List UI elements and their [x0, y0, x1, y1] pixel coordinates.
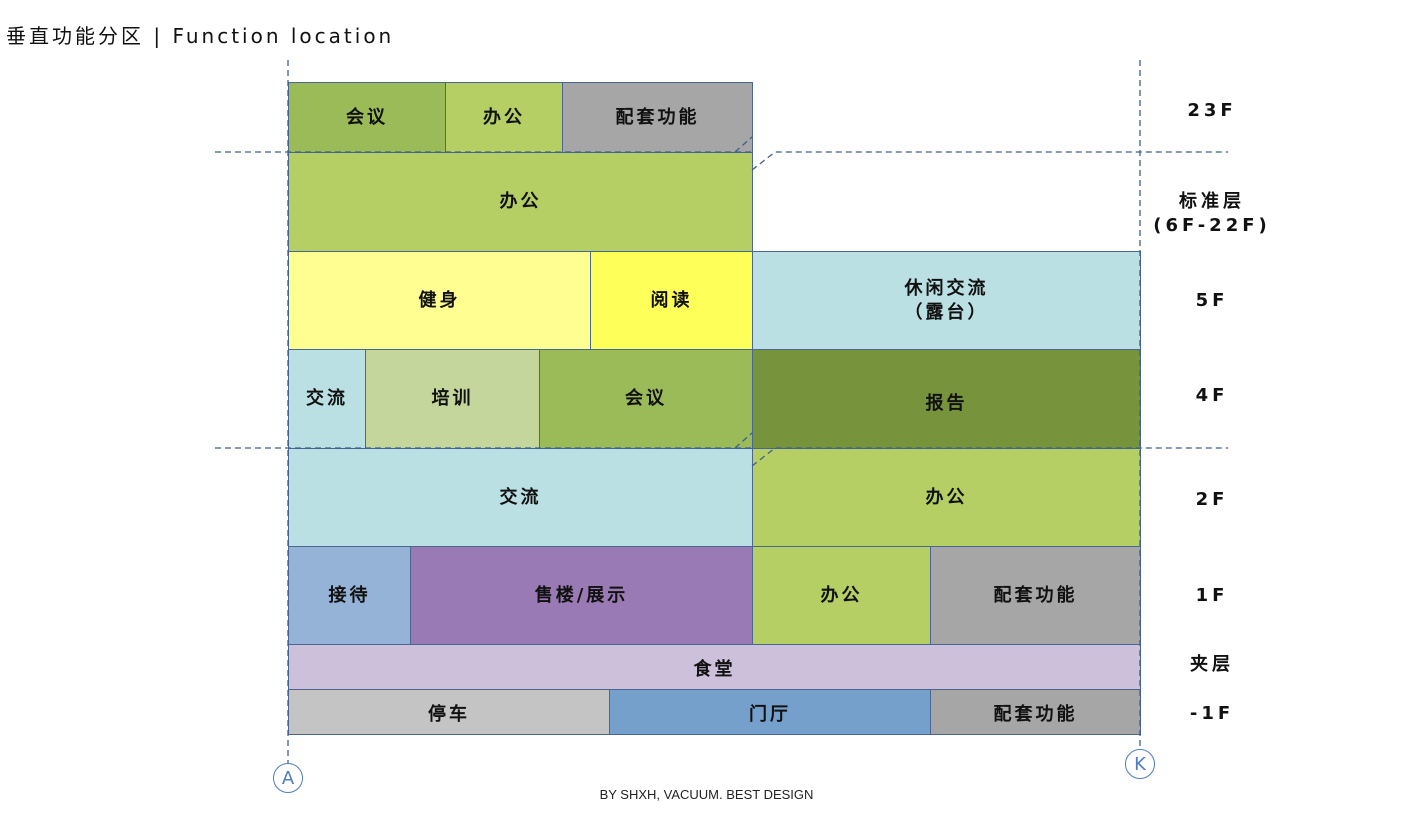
page-title: 垂直功能分区 | Function location [6, 24, 395, 48]
block-5f-gym: 健身 [288, 251, 591, 350]
block-5f-leisure-terrace: 休闲交流 （露台） [752, 251, 1141, 350]
floor-label-5f: 5F [1195, 290, 1229, 311]
section-line-upper-offset [751, 151, 1228, 171]
block-1f-sales-exhibition: 售楼/展示 [410, 546, 753, 645]
floor-label-b1: -1F [1189, 703, 1235, 724]
block-4f-meeting: 会议 [539, 349, 753, 449]
section-line-lower-offset [751, 447, 1228, 467]
floor-label-23f: 23F [1187, 100, 1237, 121]
block-b1-lobby: 门厅 [609, 689, 931, 735]
floor-label-1f: 1F [1195, 585, 1229, 606]
block-5f-reading: 阅读 [590, 251, 753, 350]
floor-label-4f: 4F [1195, 385, 1229, 406]
block-4f-report: 报告 [752, 349, 1141, 449]
block-23f-support: 配套功能 [562, 82, 753, 153]
credit-text: BY SHXH, VACUUM. BEST DESIGN [599, 787, 814, 802]
floor-label-2f: 2F [1195, 489, 1229, 510]
block-mezzanine-canteen: 食堂 [288, 644, 1141, 690]
floor-label-mezzanine: 夹层 [1190, 654, 1234, 675]
axis-marker-a: A [273, 763, 303, 793]
block-b1-support: 配套功能 [930, 689, 1141, 735]
block-23f-meeting: 会议 [288, 82, 446, 153]
block-b1-parking: 停车 [288, 689, 610, 735]
axis-marker-k: K [1125, 749, 1155, 779]
block-standard-office: 办公 [288, 152, 753, 252]
block-2f-office: 办公 [752, 448, 1141, 547]
block-1f-reception: 接待 [288, 546, 411, 645]
floor-label-standard: 标准层 (6F-22F) [1153, 191, 1271, 236]
block-1f-office: 办公 [752, 546, 931, 645]
